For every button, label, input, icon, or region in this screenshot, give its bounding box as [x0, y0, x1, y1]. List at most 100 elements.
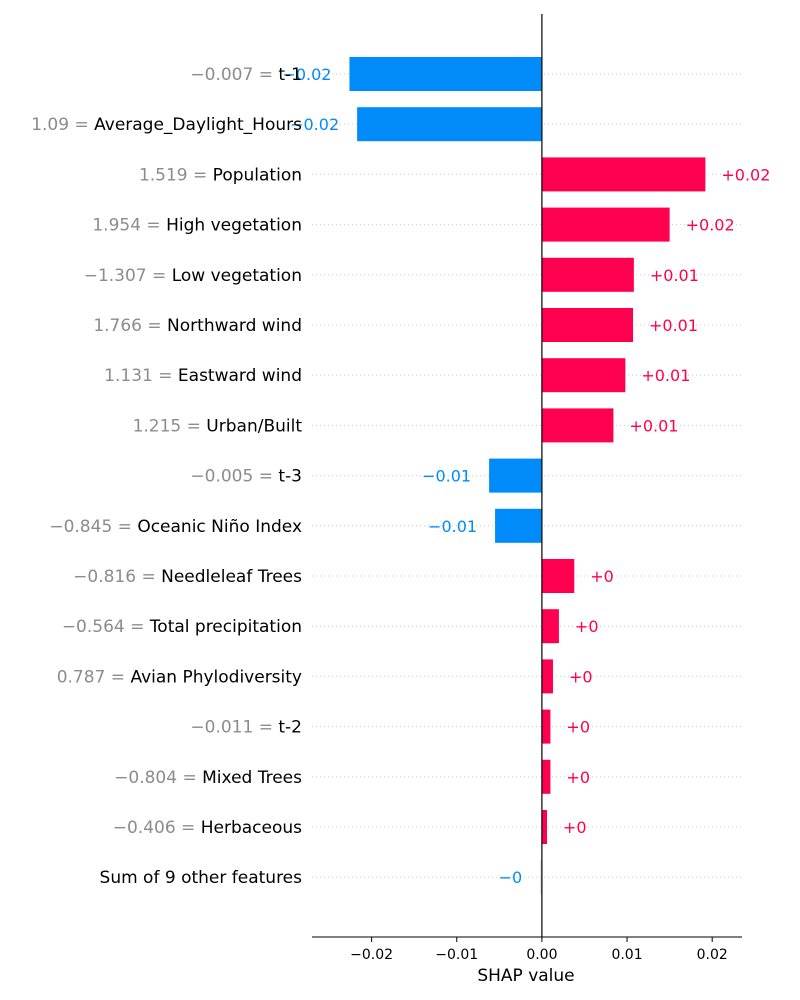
feature-label: −0.007 = t-1 — [190, 65, 302, 85]
equals-sign: = — [142, 316, 167, 336]
equals-sign: = — [69, 115, 94, 135]
feature-label: −0.816 = Needleleaf Trees — [73, 567, 302, 587]
feature-value: 1.09 — [31, 115, 69, 135]
bar — [541, 157, 706, 192]
feature-name: Total precipitation — [149, 617, 302, 637]
feature-name: Mixed Trees — [202, 768, 302, 788]
bar — [541, 609, 559, 644]
feature-name: Needleleaf Trees — [161, 567, 302, 587]
equals-sign: = — [147, 266, 172, 286]
feature-value: 0.787 — [57, 667, 106, 687]
bar — [541, 257, 634, 292]
feature-name: Oceanic Niño Index — [137, 517, 302, 537]
feature-label: 1.766 = Northward wind — [93, 316, 302, 336]
feature-value: −1.307 — [84, 266, 147, 286]
feature-name: Population — [213, 165, 302, 185]
feature-label: −0.005 = t-3 — [190, 467, 302, 487]
equals-sign: = — [177, 768, 202, 788]
bar — [540, 860, 543, 895]
x-axis: −0.02 −0.01 0.00 0.01 0.02 — [312, 936, 742, 963]
feature-value: 1.519 — [139, 165, 188, 185]
feature-value: −0.816 — [73, 567, 136, 587]
bar — [495, 508, 542, 543]
feature-value: −0.005 — [190, 467, 253, 487]
feature-label: 1.519 = Population — [139, 165, 302, 185]
bar-value-label: +0.01 — [641, 366, 690, 385]
feature-name: t-3 — [278, 467, 302, 487]
feature-value: −0.406 — [113, 818, 176, 838]
feature-label: 1.215 = Urban/Built — [133, 416, 303, 436]
bar-value-label: −0.01 — [428, 517, 477, 536]
bar-value-label: +0.02 — [721, 165, 770, 184]
bars — [349, 57, 706, 895]
bar — [541, 709, 551, 744]
bar-value-label: +0.01 — [650, 266, 699, 285]
bar-value-label: +0 — [566, 768, 590, 787]
equals-sign: = — [181, 416, 206, 436]
x-tick-label: 0.00 — [526, 947, 557, 963]
bar — [541, 659, 553, 694]
feature-name: Average_Daylight_Hours — [94, 115, 302, 135]
equals-sign: = — [176, 818, 201, 838]
feature-value: 1.954 — [92, 216, 141, 236]
feature-label: −0.804 = Mixed Trees — [114, 768, 302, 788]
equals-sign: = — [112, 517, 137, 537]
equals-sign: = — [105, 667, 130, 687]
x-tick-label: −0.01 — [435, 947, 478, 963]
bar — [541, 559, 575, 593]
bar-value-label: +0.01 — [649, 316, 698, 335]
equals-sign: = — [188, 165, 213, 185]
feature-label: −0.011 = t-2 — [190, 718, 302, 738]
bar — [541, 308, 634, 342]
feature-name: Northward wind — [167, 316, 302, 336]
feature-name: t-1 — [278, 65, 302, 85]
feature-value: 1.131 — [104, 366, 153, 386]
feature-label: −0.406 = Herbaceous — [113, 818, 302, 838]
feature-labels: −0.007 = t-1 1.09 = Average_Daylight_Hour… — [31, 65, 302, 888]
x-tick-label: 0.02 — [697, 947, 728, 963]
x-tick-label: 0.01 — [611, 947, 642, 963]
feature-name: Sum of 9 other features — [100, 868, 303, 888]
feature-label: −1.307 = Low vegetation — [84, 266, 302, 286]
feature-value: −0.845 — [49, 517, 112, 537]
bar-value-label: −0.02 — [290, 115, 339, 134]
bar-value-label: −0 — [499, 868, 523, 887]
feature-value: 1.215 — [133, 416, 182, 436]
bar — [541, 759, 551, 794]
feature-name: Low vegetation — [172, 266, 302, 286]
feature-label: Sum of 9 other features — [100, 868, 303, 888]
feature-value: −0.011 — [190, 718, 253, 738]
bar — [489, 458, 542, 493]
bar — [357, 107, 542, 142]
x-tick-label: −0.02 — [350, 947, 393, 963]
bar — [541, 408, 614, 443]
feature-name: Avian Phylodiversity — [130, 667, 302, 687]
equals-sign: = — [153, 366, 178, 386]
feature-name: Urban/Built — [206, 416, 302, 436]
feature-value: −0.007 — [190, 65, 253, 85]
bar-value-label: +0.01 — [629, 416, 678, 435]
feature-label: 1.954 = High vegetation — [92, 216, 302, 236]
equals-sign: = — [253, 65, 278, 85]
feature-label: −0.564 = Total precipitation — [62, 617, 302, 637]
equals-sign: = — [136, 567, 161, 587]
feature-name: Eastward wind — [178, 366, 302, 386]
feature-label: 1.131 = Eastward wind — [104, 366, 302, 386]
bar — [541, 207, 670, 242]
bar — [541, 810, 548, 844]
feature-name: t-2 — [278, 718, 302, 738]
feature-name: Herbaceous — [201, 818, 302, 838]
x-axis-label: SHAP value — [477, 966, 574, 986]
feature-value: 1.766 — [93, 316, 142, 336]
equals-sign: = — [141, 216, 166, 236]
feature-label: 0.787 = Avian Phylodiversity — [57, 667, 302, 687]
equals-sign: = — [253, 467, 278, 487]
feature-value: −0.564 — [62, 617, 125, 637]
bar — [349, 57, 542, 91]
bar-value-label: +0.02 — [686, 216, 735, 235]
bar-value-label: +0 — [563, 818, 587, 837]
bar-value-label: +0 — [575, 617, 599, 636]
bar — [541, 358, 626, 393]
bar-value-labels: −0.02 −0.02 +0.02 +0.02 +0.01 +0.01 +0.01 +0.01… — [282, 65, 770, 887]
